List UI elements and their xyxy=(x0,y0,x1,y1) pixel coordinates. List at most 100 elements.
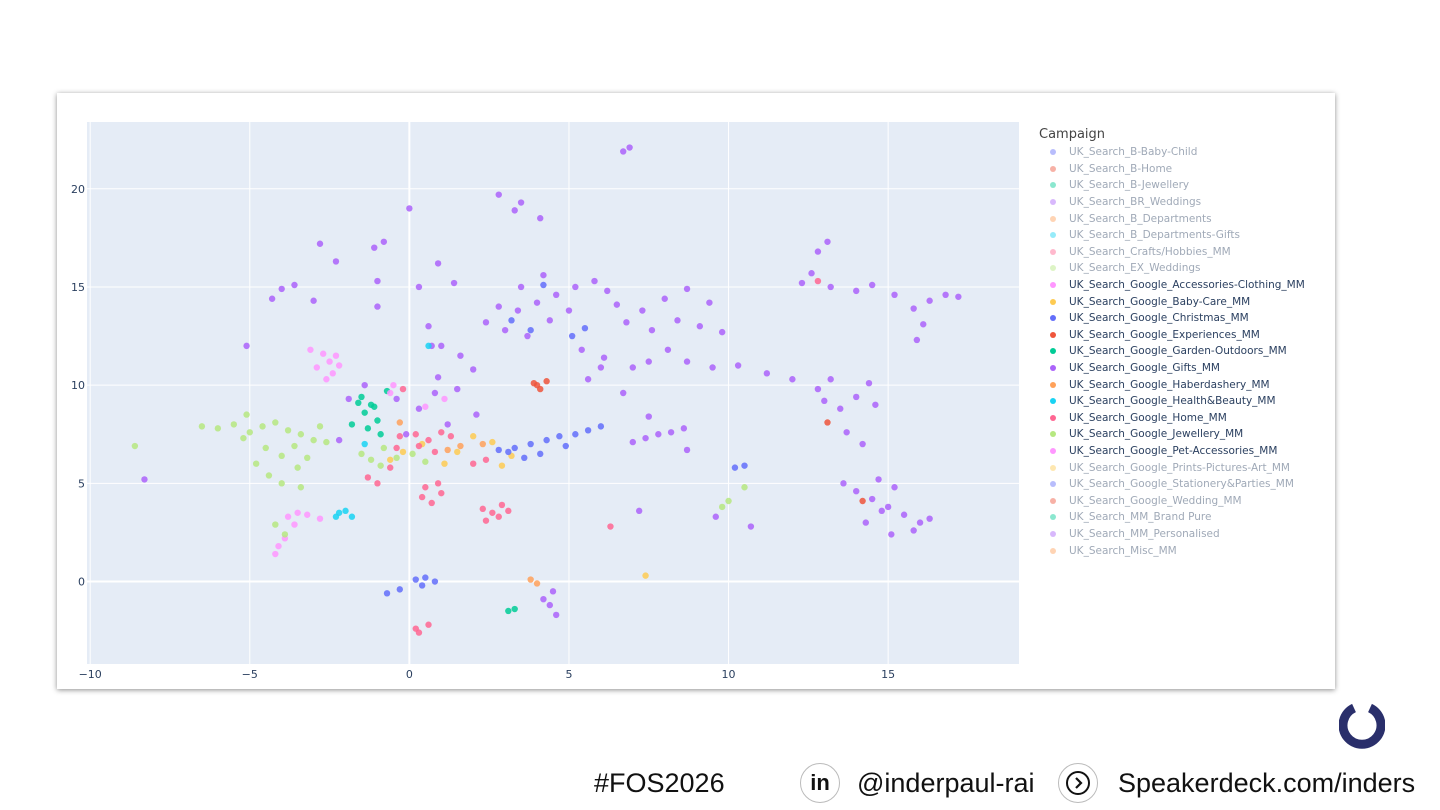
data-point xyxy=(444,446,451,454)
legend-item[interactable]: UK_Search_MM_Personalised xyxy=(1039,526,1305,543)
legend-items: UK_Search_B-Baby-Child UK_Search_B-Home UK… xyxy=(1039,144,1305,559)
legend-item[interactable]: UK_Search_Crafts/Hobbies_MM xyxy=(1039,244,1305,261)
data-point xyxy=(827,283,834,291)
legend-item[interactable]: UK_Search_Google_Baby-Care_MM xyxy=(1039,293,1305,310)
data-point xyxy=(332,258,340,265)
legend-item[interactable]: UK_Search_B-Baby-Child xyxy=(1039,144,1305,161)
legend-item[interactable]: UK_Search_Google_Stationery&Parties_MM xyxy=(1039,476,1305,493)
legend-item[interactable]: UK_Search_Google_Prints-Pictures-Art_MM xyxy=(1039,459,1305,476)
legend-label: UK_Search_B-Jewellery xyxy=(1069,179,1190,192)
data-point xyxy=(620,389,627,397)
data-point xyxy=(527,326,534,334)
data-point xyxy=(441,460,448,467)
legend-item[interactable]: UK_Search_MM_Brand Pure xyxy=(1039,509,1305,526)
legend-label: UK_Search_Google_Garden-Outdoors_MM xyxy=(1069,345,1287,358)
data-point xyxy=(837,405,844,412)
data-point xyxy=(422,574,429,581)
data-point xyxy=(747,523,755,530)
legend-item[interactable]: UK_Search_Google_Haberdashery_MM xyxy=(1039,376,1305,393)
legend-item[interactable]: UK_Search_EX_Weddings xyxy=(1039,260,1305,277)
data-point xyxy=(294,509,301,516)
legend-item[interactable]: UK_Search_Google_Garden-Outdoors_MM xyxy=(1039,343,1305,360)
data-point xyxy=(891,291,898,299)
legend-label: UK_Search_Misc_MM xyxy=(1069,544,1177,557)
data-point xyxy=(415,283,423,291)
legend-item[interactable]: UK_Search_Google_Accessories-Clothing_MM xyxy=(1039,277,1305,294)
legend-item[interactable]: UK_Search_Google_Gifts_MM xyxy=(1039,360,1305,377)
data-point xyxy=(955,293,962,300)
legend-item[interactable]: UK_Search_Google_Jewellery_MM xyxy=(1039,426,1305,443)
data-point xyxy=(683,446,691,454)
legend-item[interactable]: UK_Search_B_Departments-Gifts xyxy=(1039,227,1305,244)
data-point xyxy=(533,580,541,587)
legend-item[interactable]: UK_Search_Google_Health&Beauty_MM xyxy=(1039,393,1305,410)
data-point xyxy=(540,271,547,279)
data-point xyxy=(438,489,445,497)
data-point xyxy=(272,550,279,558)
legend-item[interactable]: UK_Search_Misc_MM xyxy=(1039,542,1305,559)
data-point xyxy=(868,281,876,289)
data-point xyxy=(297,484,305,491)
legend-item[interactable]: UK_Search_Google_Home_MM xyxy=(1039,410,1305,427)
data-point xyxy=(821,397,828,405)
x-tick-label: 10 xyxy=(722,668,736,681)
data-point xyxy=(422,458,429,465)
data-point xyxy=(508,317,515,324)
legend-item[interactable]: UK_Search_Google_Wedding_MM xyxy=(1039,492,1305,509)
data-point xyxy=(537,385,544,393)
data-point xyxy=(272,419,279,426)
legend-item[interactable]: UK_Search_B_Departments xyxy=(1039,210,1305,227)
legend-label: UK_Search_Google_Wedding_MM xyxy=(1069,494,1242,507)
data-point xyxy=(674,317,681,324)
data-point xyxy=(680,425,688,432)
data-point xyxy=(361,440,368,448)
linkedin-link[interactable]: in @inderpaul-rai xyxy=(800,762,1035,804)
data-point xyxy=(418,582,426,589)
data-point xyxy=(291,521,298,528)
data-point xyxy=(511,605,518,613)
data-point xyxy=(495,191,502,198)
legend-item[interactable]: UK_Search_B-Home xyxy=(1039,161,1305,178)
legend-label: UK_Search_MM_Brand Pure xyxy=(1069,511,1212,524)
legend-label: UK_Search_BR_Weddings xyxy=(1069,196,1202,209)
data-point xyxy=(798,279,806,287)
legend-item[interactable]: UK_Search_B-Jewellery xyxy=(1039,177,1305,194)
data-point xyxy=(243,342,250,350)
data-point xyxy=(878,507,885,515)
data-point xyxy=(734,362,742,369)
data-point xyxy=(706,299,713,306)
data-point xyxy=(521,454,528,462)
data-point xyxy=(345,395,352,403)
data-point xyxy=(920,321,927,328)
data-point xyxy=(374,303,381,310)
legend-item[interactable]: UK_Search_Google_Pet-Accessories_MM xyxy=(1039,443,1305,460)
data-point xyxy=(316,240,324,247)
data-point xyxy=(361,381,368,389)
data-point xyxy=(470,366,477,373)
plot-area xyxy=(87,122,1019,664)
data-point xyxy=(278,452,285,460)
legend-item[interactable]: UK_Search_Google_Experiences_MM xyxy=(1039,327,1305,344)
data-point xyxy=(291,442,298,450)
data-point xyxy=(230,421,238,428)
legend-item[interactable]: UK_Search_Google_Christmas_MM xyxy=(1039,310,1305,327)
data-point xyxy=(664,346,672,353)
data-point xyxy=(444,421,451,428)
data-point xyxy=(364,474,372,481)
data-point xyxy=(374,277,381,285)
data-point xyxy=(498,501,506,509)
data-point xyxy=(524,332,531,340)
data-point xyxy=(473,411,480,418)
legend-label: UK_Search_Google_Stationery&Parties_MM xyxy=(1069,478,1294,491)
data-point xyxy=(552,611,560,619)
data-point xyxy=(527,440,534,448)
legend-label: UK_Search_Google_Christmas_MM xyxy=(1069,312,1249,325)
data-point xyxy=(683,358,691,365)
legend-item[interactable]: UK_Search_BR_Weddings xyxy=(1039,194,1305,211)
data-point xyxy=(396,419,403,426)
legend-label: UK_Search_B_Departments-Gifts xyxy=(1069,229,1240,242)
y-tick-label: 15 xyxy=(71,281,85,294)
data-point xyxy=(415,442,423,450)
data-point xyxy=(262,444,269,452)
speakerdeck-link[interactable]: Speakerdeck.com/inders xyxy=(1058,762,1415,804)
